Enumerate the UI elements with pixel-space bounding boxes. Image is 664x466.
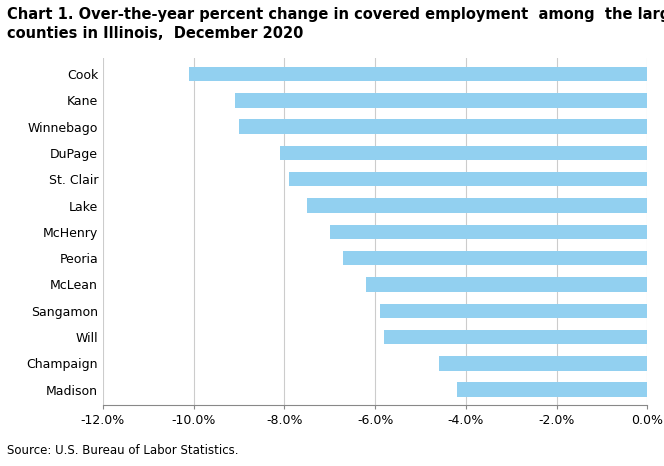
- Bar: [366, 277, 647, 292]
- Bar: [343, 251, 647, 265]
- Bar: [280, 146, 647, 160]
- Text: Chart 1. Over-the-year percent change in covered employment  among  the largest: Chart 1. Over-the-year percent change in…: [7, 7, 664, 22]
- Bar: [330, 225, 647, 239]
- Text: counties in Illinois,  December 2020: counties in Illinois, December 2020: [7, 26, 303, 41]
- Text: Source: U.S. Bureau of Labor Statistics.: Source: U.S. Bureau of Labor Statistics.: [7, 444, 238, 457]
- Bar: [307, 199, 647, 213]
- Bar: [234, 93, 647, 108]
- Bar: [380, 303, 647, 318]
- Bar: [384, 330, 647, 344]
- Bar: [439, 356, 647, 370]
- Bar: [457, 383, 647, 397]
- Bar: [189, 67, 647, 81]
- Bar: [289, 172, 647, 186]
- Bar: [239, 119, 647, 134]
